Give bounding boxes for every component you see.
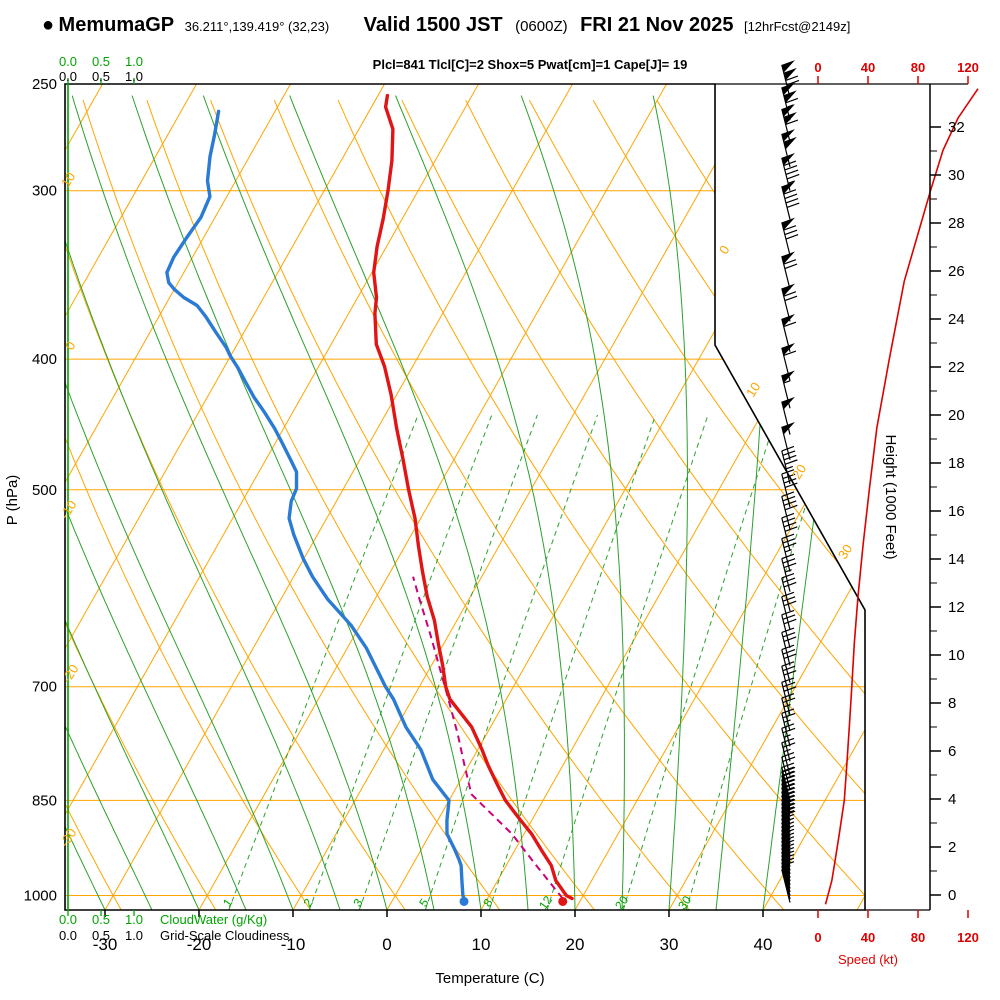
parcel-curve [412,576,564,900]
svg-text:40: 40 [754,935,773,954]
valid-date: FRI 21 Nov 2025 [580,14,734,36]
surface-dots [459,896,568,906]
svg-text:80: 80 [911,930,925,945]
plot-frame [64,83,968,911]
svg-text:1.0: 1.0 [125,928,143,943]
svg-text:30: 30 [660,935,679,954]
station-coords: 36.211°,139.419° (32,23) [184,19,330,34]
wind-barbs [781,60,800,903]
svg-text:0: 0 [814,930,821,945]
svg-text:28: 28 [948,215,965,232]
svg-text:500: 500 [32,482,57,499]
svg-text:1.0: 1.0 [125,69,143,84]
svg-text:0.5: 0.5 [92,912,110,927]
svg-text:-30: -30 [93,935,118,954]
svg-text:1.0: 1.0 [125,54,143,69]
svg-text:2: 2 [948,839,956,856]
svg-text:0.5: 0.5 [92,928,110,943]
chart-header: ● MemumaGP 36.211°,139.419° (32,23) Vali… [42,14,850,37]
svg-text:10: 10 [472,935,491,954]
svg-text:30: 30 [835,542,855,562]
svg-text:24: 24 [948,311,965,328]
svg-text:120: 120 [957,60,979,75]
svg-text:32: 32 [948,119,965,136]
svg-text:20: 20 [566,935,585,954]
svg-text:300: 300 [32,183,57,200]
svg-text:400: 400 [32,351,57,368]
station-bullet: ● [42,14,55,36]
svg-text:1000: 1000 [24,888,57,905]
svg-text:0.5: 0.5 [92,69,110,84]
sounding-indices: Plcl=841 Tlcl[C]=2 Shox=5 Pwat[cm]=1 Cap… [372,57,688,72]
svg-text:Grid-Scale Cloudiness: Grid-Scale Cloudiness [160,928,290,943]
svg-text:10: 10 [58,170,78,190]
valid-time: Valid 1500 JST [363,14,503,36]
svg-text:80: 80 [911,60,925,75]
svg-text:20: 20 [948,407,965,424]
svg-text:700: 700 [32,679,57,696]
svg-text:0: 0 [814,60,821,75]
svg-text:14: 14 [948,551,965,568]
svg-text:8: 8 [948,695,956,712]
temperature-curve [372,93,574,901]
svg-text:0: 0 [948,887,956,904]
svg-text:CloudWater (g/Kg): CloudWater (g/Kg) [160,912,267,927]
svg-text:-20: -20 [59,662,82,686]
forecast-tag: [12hrFcst@2149z] [743,19,851,34]
svg-text:40: 40 [861,60,875,75]
svg-text:0.0: 0.0 [59,54,77,69]
svg-text:12: 12 [948,599,965,616]
valid-z-time: (0600Z) [515,18,568,35]
svg-text:Height (1000 Feet): Height (1000 Feet) [882,434,899,559]
svg-text:0.0: 0.0 [59,69,77,84]
svg-text:250: 250 [32,76,57,93]
svg-text:850: 850 [32,792,57,809]
svg-text:120: 120 [957,930,979,945]
svg-text:10: 10 [948,647,965,664]
svg-text:-30: -30 [57,826,80,850]
svg-text:30: 30 [948,167,965,184]
svg-text:-10: -10 [281,935,306,954]
wind-speed-curve [824,88,979,905]
svg-text:-20: -20 [187,935,212,954]
svg-text:16: 16 [948,503,965,520]
svg-text:0: 0 [716,243,733,257]
dewpoint-curve [165,109,466,901]
svg-text:18: 18 [948,455,965,472]
svg-text:0.0: 0.0 [59,928,77,943]
svg-text:20: 20 [789,462,809,482]
svg-text:6: 6 [948,743,956,760]
svg-text:0: 0 [382,935,391,954]
svg-text:-10: -10 [57,498,80,522]
svg-text:0.0: 0.0 [59,912,77,927]
svg-text:Temperature (C): Temperature (C) [435,970,544,987]
svg-text:0.5: 0.5 [92,54,110,69]
svg-text:22: 22 [948,359,965,376]
svg-text:Speed (kt): Speed (kt) [838,952,898,967]
svg-text:10: 10 [743,380,763,400]
svg-text:1.0: 1.0 [125,912,143,927]
svg-text:26: 26 [948,263,965,280]
svg-text:P (hPa): P (hPa) [4,475,21,526]
station-name: MemumaGP [58,14,175,36]
svg-text:4: 4 [948,791,956,808]
svg-text:40: 40 [861,930,875,945]
